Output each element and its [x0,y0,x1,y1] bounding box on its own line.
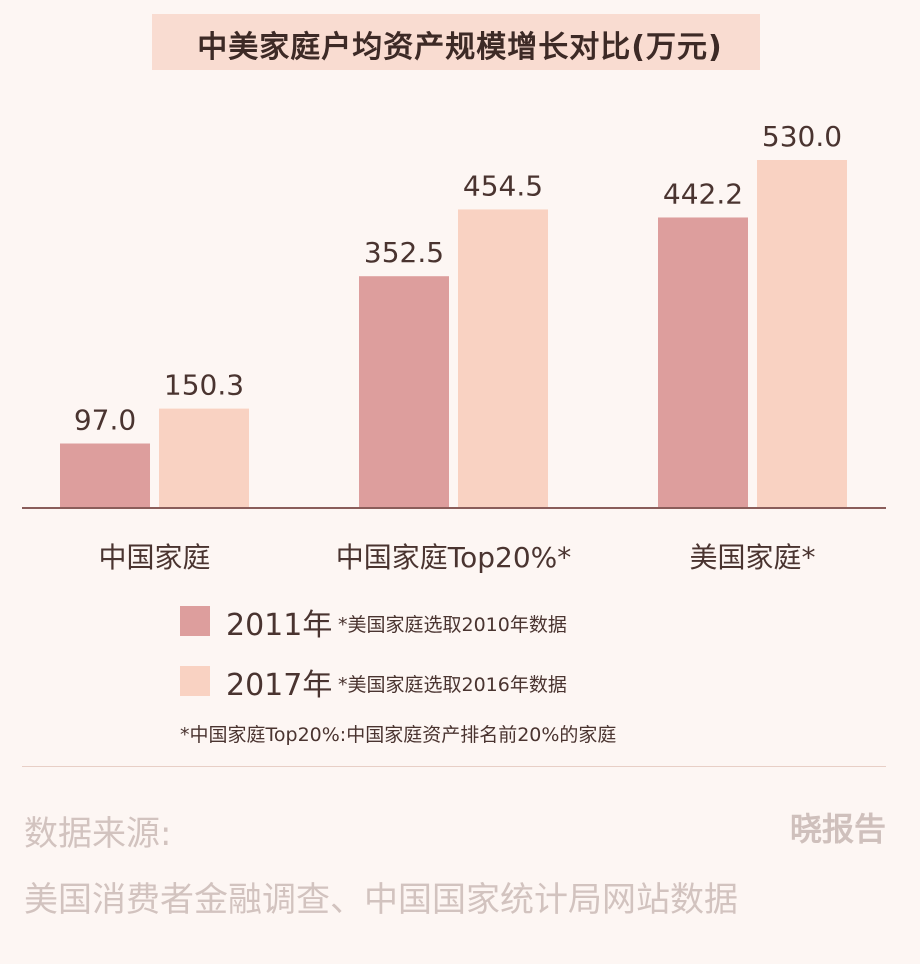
title-band [152,14,760,70]
source-text: 美国消费者金融调查、中国国家统计局网站数据 [24,880,738,920]
value-label-2011-2: 442.2 [663,177,743,210]
value-label-2011-1: 352.5 [364,236,444,269]
bar-2017-1 [458,209,548,507]
value-label-2017-1: 454.5 [463,169,543,202]
bar-2011-1 [359,276,449,507]
legend-note-2017: *美国家庭选取2016年数据 [338,674,567,696]
category-label-2: 美国家庭* [689,541,815,574]
legend-note-2011: *美国家庭选取2010年数据 [338,614,567,636]
category-label-0: 中国家庭 [98,541,210,574]
value-label-2011-0: 97.0 [74,403,136,436]
chart-title: 中美家庭户均资产规模增长对比(万元) [197,30,723,65]
value-label-2017-2: 530.0 [762,120,842,153]
bar-chart: 97.0 150.3 中国家庭 352.5 454.5 中国家庭Top20%* 442.2 5… [22,120,886,574]
value-label-2017-0: 150.3 [164,369,244,402]
bar-2011-0 [60,443,150,507]
bar-2011-2 [658,217,748,508]
brand-logo: 晓报告 [789,810,886,848]
legend-swatch-2011 [180,606,210,636]
divider [22,766,886,767]
footnote: *中国家庭Top20%:中国家庭资产排名前20%的家庭 [180,724,617,746]
legend-year-2017: 2017年 [226,668,333,703]
bar-2017-0 [159,408,249,507]
legend-year-2011: 2011年 [226,608,333,643]
legend-swatch-2017 [180,666,210,696]
bar-2017-2 [757,160,847,507]
category-label-1: 中国家庭Top20%* [336,541,572,574]
source-label: 数据来源: [24,814,172,854]
